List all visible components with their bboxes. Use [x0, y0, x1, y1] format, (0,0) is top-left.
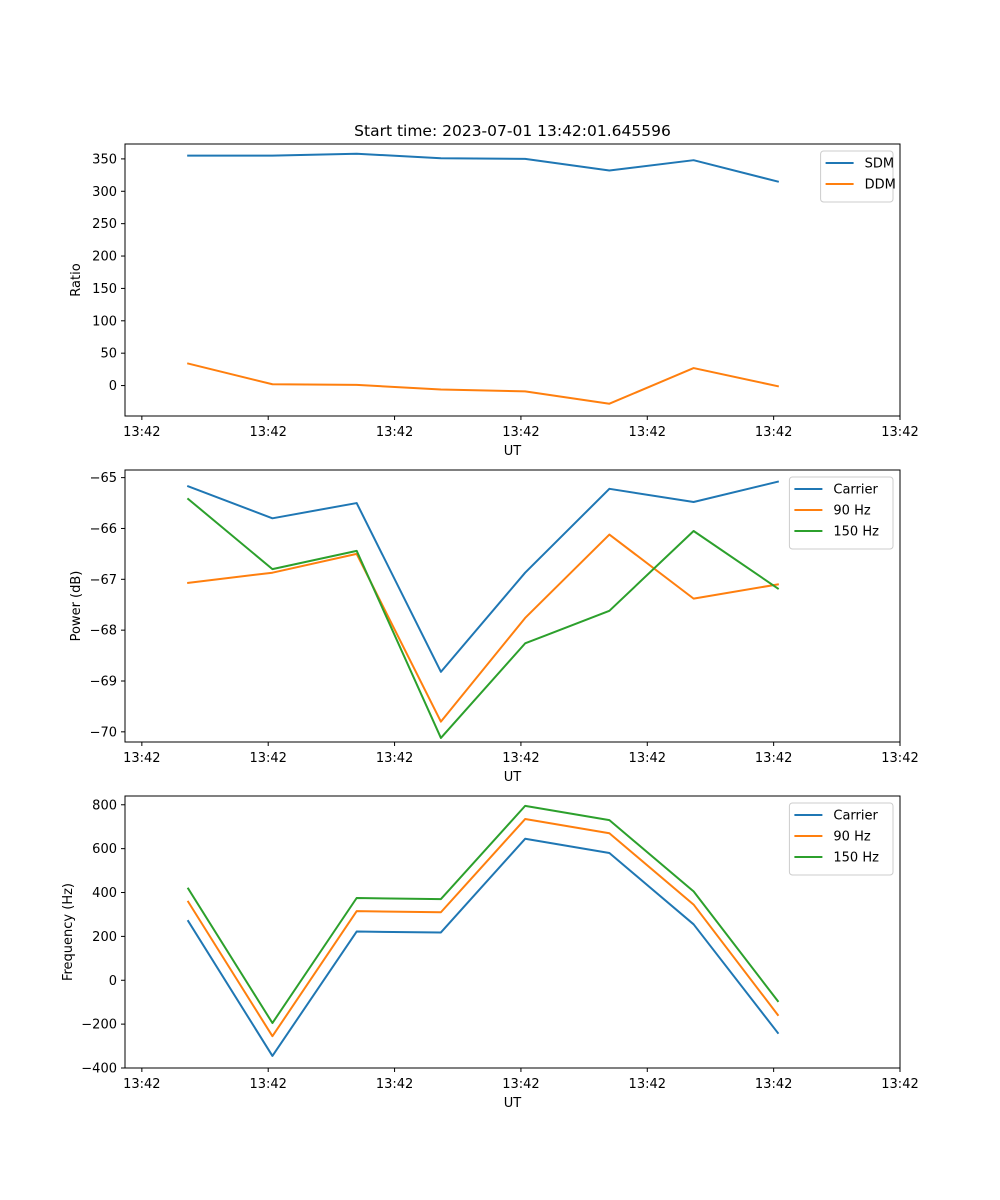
y-tick-label: 200: [92, 930, 117, 945]
x-tick-label: 13:42: [629, 751, 666, 766]
y-tick-label: 300: [92, 185, 117, 200]
x-tick-label: 13:42: [123, 1077, 160, 1092]
series-line-90-hz: [187, 533, 780, 723]
x-tick-label: 13:42: [629, 425, 666, 440]
chart-panel-1: 13:42 13:42 13:42 13:42 13:42 13:42 13:42 0 50 10…: [69, 122, 919, 459]
series-line-90-hz: [186, 818, 780, 1038]
x-tick-label: 13:42: [249, 751, 286, 766]
y-tick-label: −67: [90, 573, 117, 588]
y-tick-label: −68: [90, 624, 117, 639]
legend-label: DDM: [865, 178, 896, 193]
series-line-carrier: [186, 837, 780, 1057]
y-tick-label: 0: [109, 379, 117, 394]
legend-label: Carrier: [833, 809, 878, 824]
y-tick-label: 0: [109, 974, 117, 989]
series-line-sdm: [187, 152, 780, 183]
x-axis-label: UT: [504, 444, 522, 459]
legend: Carrier 90 Hz 150 Hz: [788, 476, 894, 550]
axes-frame: [124, 143, 901, 417]
x-tick-label: 13:42: [249, 425, 286, 440]
axes-frame: [124, 469, 901, 743]
y-tick-label: 800: [92, 798, 117, 813]
legend-label: 90 Hz: [833, 504, 870, 519]
x-tick-label: 13:42: [376, 425, 413, 440]
y-tick-label: 100: [92, 314, 117, 329]
legend: Carrier 90 Hz 150 Hz: [788, 802, 894, 876]
series-line-150-hz: [186, 497, 780, 739]
legend: SDM DDM: [820, 150, 896, 203]
y-tick-label: 200: [92, 250, 117, 265]
series-line-carrier: [186, 480, 780, 673]
legend-label: 150 Hz: [833, 851, 879, 866]
y-axis-label: Power (dB): [69, 571, 84, 642]
y-tick-label: 350: [92, 152, 117, 167]
x-tick-label: 13:42: [881, 1077, 918, 1092]
x-tick-label: 13:42: [881, 751, 918, 766]
y-tick-label: 600: [92, 842, 117, 857]
x-tick-label: 13:42: [249, 1077, 286, 1092]
x-tick-label: 13:42: [502, 1077, 539, 1092]
legend-label: SDM: [865, 157, 894, 172]
x-tick-label: 13:42: [881, 425, 918, 440]
chart-panel-2: 13:42 13:42 13:42 13:42 13:42 13:42 13:42 −70 −6…: [69, 469, 919, 785]
y-tick-label: −69: [90, 674, 117, 689]
y-axis-label: Ratio: [69, 263, 84, 296]
chart-title: Start time: 2023-07-01 13:42:01.645596: [354, 122, 671, 140]
x-tick-label: 13:42: [755, 425, 792, 440]
x-axis-label: UT: [504, 770, 522, 785]
axes-frame: [124, 795, 901, 1069]
chart-panel-3: 13:42 13:42 13:42 13:42 13:42 13:42 13:42 −400 −…: [61, 795, 919, 1111]
x-tick-label: 13:42: [755, 1077, 792, 1092]
x-axis-label: UT: [504, 1096, 522, 1111]
y-tick-label: −70: [90, 725, 117, 740]
x-tick-label: 13:42: [123, 751, 160, 766]
x-tick-label: 13:42: [502, 751, 539, 766]
x-tick-label: 13:42: [502, 425, 539, 440]
x-tick-label: 13:42: [629, 1077, 666, 1092]
legend-label: 150 Hz: [833, 525, 879, 540]
y-tick-label: −200: [81, 1018, 117, 1033]
y-axis-label: Frequency (Hz): [61, 883, 76, 981]
y-tick-label: 50: [100, 347, 117, 362]
series-line-ddm: [186, 362, 780, 405]
legend-label: Carrier: [833, 483, 878, 498]
y-tick-label: 400: [92, 886, 117, 901]
y-tick-label: −400: [81, 1062, 117, 1077]
y-tick-label: −66: [90, 522, 117, 537]
y-tick-label: 150: [92, 282, 117, 297]
y-tick-label: −65: [90, 471, 117, 486]
legend-label: 90 Hz: [833, 830, 870, 845]
x-tick-label: 13:42: [376, 1077, 413, 1092]
y-tick-label: 250: [92, 217, 117, 232]
x-tick-label: 13:42: [376, 751, 413, 766]
x-tick-label: 13:42: [123, 425, 160, 440]
x-tick-label: 13:42: [755, 751, 792, 766]
series-line-150-hz: [186, 804, 780, 1025]
